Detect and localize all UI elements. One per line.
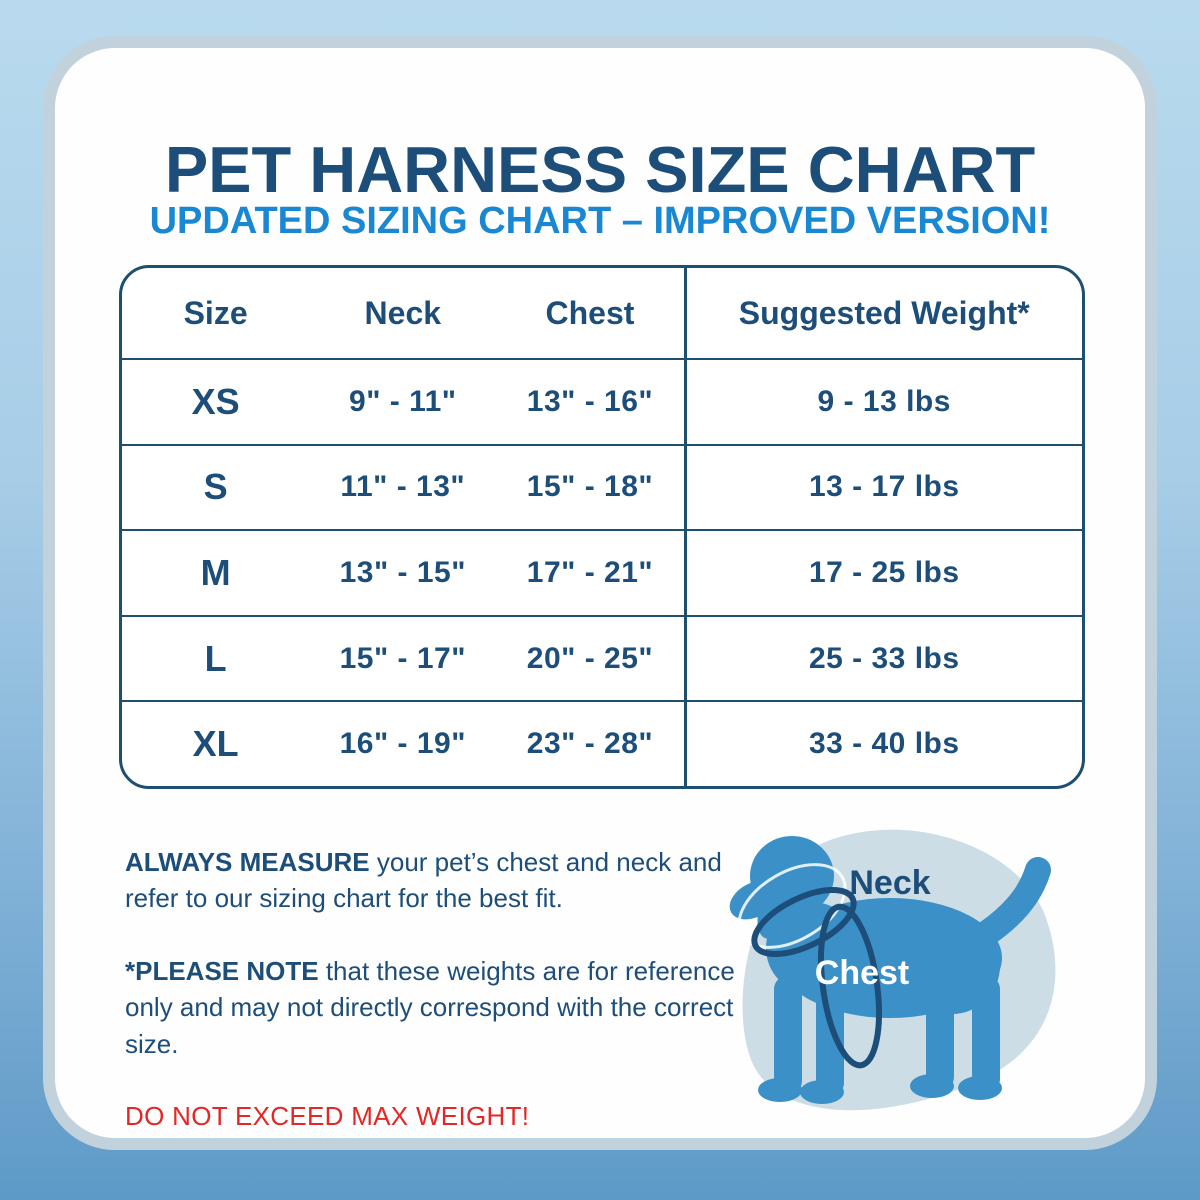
cell-xl-weight: 33 - 40 lbs <box>683 700 1082 786</box>
cell-xs-neck: 9" - 11" <box>309 358 497 444</box>
size-chart-table: Size Neck Chest Suggested Weight* XS 9" … <box>119 265 1085 789</box>
page-title: PET HARNESS SIZE CHART <box>164 133 1036 206</box>
note-always-measure: ALWAYS MEASURE your pet’s chest and neck… <box>125 844 755 917</box>
cell-l-chest: 20" - 25" <box>496 614 684 701</box>
cell-s-chest: 15" - 18" <box>496 443 684 530</box>
neck-measure-loop <box>751 886 857 958</box>
header-cell-size: Size <box>183 294 248 331</box>
cell-m-weight: 17 - 25 lbs <box>683 529 1082 615</box>
cell-m-neck: 13" - 15" <box>309 529 497 615</box>
max-weight-warning: DO NOT EXCEED MAX WEIGHT! <box>125 1100 530 1131</box>
note-please-note-text: that these weights are for reference onl… <box>125 955 735 1059</box>
cell-xs-weight: 9 - 13 lbs <box>683 358 1082 444</box>
cell-xl-chest: 23" - 28" <box>496 700 684 786</box>
note-always-measure-lead: ALWAYS MEASURE <box>125 847 370 877</box>
cell-m-size: M <box>122 529 310 615</box>
cell-xl-neck: 16" - 19" <box>309 700 497 786</box>
cell-xs-chest: 13" - 16" <box>496 358 684 444</box>
header-cell-suggested-weight: Suggested Weight* <box>683 268 1082 358</box>
header-cell-chest: Chest <box>545 294 635 331</box>
dog-measurement-diagram: Neck Chest <box>700 806 1120 1140</box>
cell-s-weight: 13 - 17 lbs <box>683 443 1082 530</box>
page-subtitle: UPDATED SIZING CHART – IMPROVED VERSION! <box>149 200 1051 242</box>
chest-label: Chest <box>815 954 909 992</box>
cell-s-size: S <box>122 443 310 530</box>
neck-label: Neck <box>849 864 930 902</box>
dog-illustration: Neck Chest <box>729 829 1056 1111</box>
header-cell-neck: Neck <box>364 294 442 331</box>
cell-l-size: L <box>122 614 310 701</box>
dog-silhouette <box>729 836 1051 1104</box>
note-always-measure-text: your pet’s chest and neck and refer to o… <box>125 847 722 914</box>
cell-l-neck: 15" - 17" <box>309 614 497 701</box>
card-content: PET HARNESS SIZE CHART UPDATED SIZING CH… <box>55 48 1145 1138</box>
size-chart-card: PET HARNESS SIZE CHART UPDATED SIZING CH… <box>43 36 1157 1150</box>
cell-xl-size: XL <box>122 700 310 786</box>
note-please-note-lead: *PLEASE NOTE <box>125 955 319 986</box>
cell-s-neck: 11" - 13" <box>309 443 497 530</box>
leash-line <box>737 863 847 949</box>
note-please-note: *PLEASE NOTE that these weights are for … <box>125 953 755 1062</box>
cell-m-chest: 17" - 21" <box>496 529 684 615</box>
chest-measure-loop <box>818 903 882 1069</box>
cell-xs-size: XS <box>122 358 310 444</box>
cell-l-weight: 25 - 33 lbs <box>683 614 1082 701</box>
notes-section: ALWAYS MEASURE your pet’s chest and neck… <box>125 844 755 1134</box>
